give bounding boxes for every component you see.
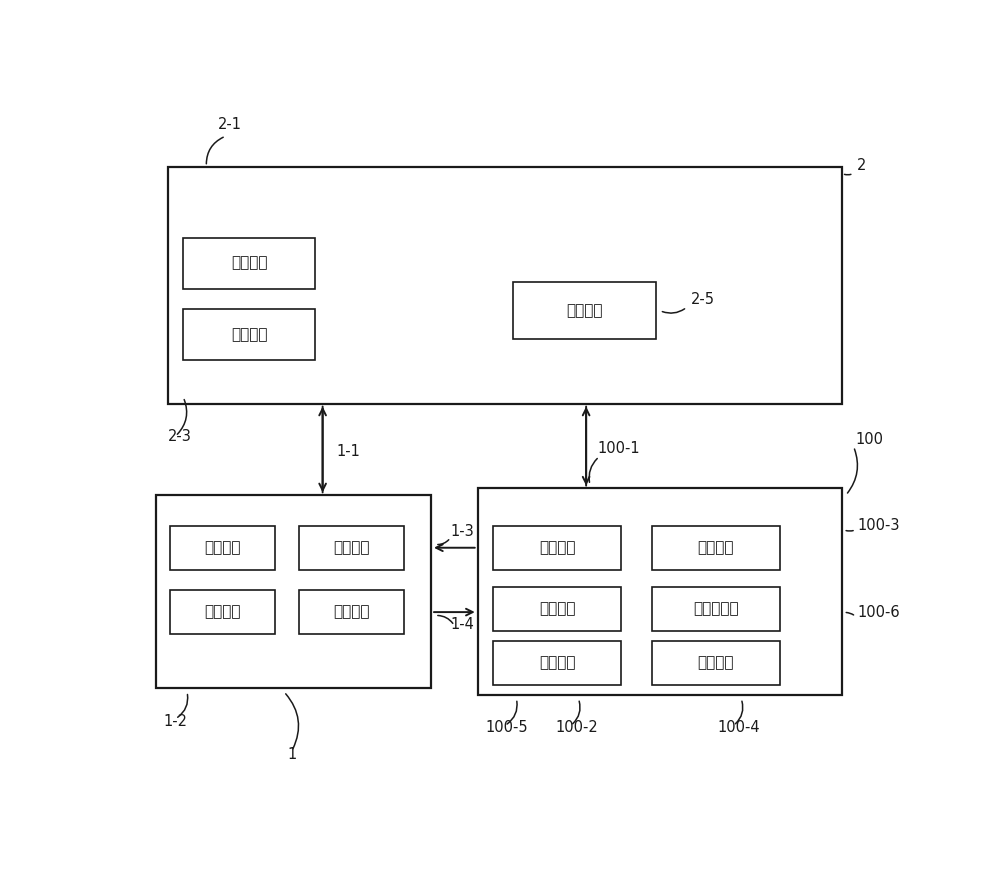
Text: 1-4: 1-4 (450, 617, 474, 632)
Bar (512, 282, 656, 340)
Text: 定位模块: 定位模块 (698, 540, 734, 555)
Bar (652, 587, 780, 631)
Text: 输入单元: 输入单元 (333, 540, 370, 555)
Bar (170, 590, 275, 634)
Bar (299, 525, 404, 569)
Text: 100-2: 100-2 (555, 721, 598, 736)
Text: 通信单元: 通信单元 (539, 540, 575, 555)
Text: 100-6: 100-6 (857, 605, 900, 620)
Text: 音视频单元: 音视频单元 (693, 601, 739, 616)
Text: 2-5: 2-5 (691, 292, 715, 307)
Bar (493, 587, 621, 631)
Text: 1: 1 (287, 747, 296, 762)
Text: 存储单元: 存储单元 (231, 326, 267, 341)
Bar (493, 525, 621, 569)
Text: 100-1: 100-1 (598, 441, 640, 456)
Text: 1-1: 1-1 (337, 444, 360, 459)
Bar (493, 641, 621, 685)
Text: 通信单元: 通信单元 (204, 540, 241, 555)
Bar (652, 525, 780, 569)
Text: 控制单元: 控制单元 (539, 656, 575, 671)
Bar (168, 166, 842, 404)
Text: 检测单元: 检测单元 (539, 601, 575, 616)
Text: 定位模块: 定位模块 (333, 605, 370, 620)
Bar (183, 309, 315, 360)
Bar (652, 641, 780, 685)
Bar (478, 488, 842, 695)
Text: 控制单元: 控制单元 (204, 605, 241, 620)
Text: 通信单元: 通信单元 (231, 256, 267, 271)
Text: 2-1: 2-1 (218, 117, 242, 132)
Bar (183, 238, 315, 289)
Text: 存储单元: 存储单元 (698, 656, 734, 671)
Bar (299, 590, 404, 634)
Text: 100: 100 (855, 432, 883, 447)
Text: 100-5: 100-5 (485, 721, 528, 736)
Text: 1-2: 1-2 (164, 714, 188, 729)
Bar (156, 495, 431, 688)
Bar (170, 525, 275, 569)
Text: 2-3: 2-3 (168, 429, 192, 444)
Text: 2: 2 (857, 158, 867, 173)
Text: 1-3: 1-3 (450, 524, 474, 539)
Text: 100-3: 100-3 (857, 517, 900, 532)
Text: 100-4: 100-4 (718, 721, 761, 736)
Text: 控制单元: 控制单元 (566, 303, 602, 318)
